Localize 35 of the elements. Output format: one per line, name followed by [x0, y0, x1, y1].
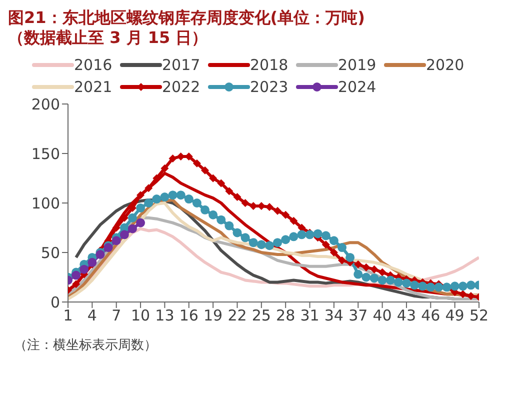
chart-subtitle: （数据截止至 3 月 15 日）	[8, 28, 209, 48]
legend-label: 2023	[250, 77, 288, 98]
legend-label: 2024	[338, 77, 376, 98]
x-tick-label: 16	[179, 306, 198, 325]
x-tick-label: 34	[324, 306, 344, 325]
legend-label: 2020	[426, 55, 464, 76]
chart-title: 图21：东北地区螺纹钢库存周度变化(单位：万吨)	[8, 8, 366, 28]
legend-label: 2021	[74, 77, 112, 98]
y-tick-label: 0	[50, 293, 60, 312]
legend-label: 2019	[338, 55, 376, 76]
x-tick-label: 31	[300, 306, 320, 325]
legend-label: 2022	[162, 77, 200, 98]
x-tick-label: 49	[445, 306, 464, 325]
y-tick-label: 50	[40, 244, 60, 262]
legend-label: 2017	[162, 55, 200, 76]
y-tick-label: 150	[31, 144, 60, 163]
x-tick-label: 28	[276, 306, 296, 325]
x-tick-label: 10	[130, 306, 150, 325]
x-tick-label: 52	[469, 306, 489, 325]
x-tick-label: 13	[155, 306, 174, 325]
x-tick-label: 40	[372, 306, 392, 325]
y-tick-label: 200	[31, 95, 60, 114]
y-tick-label: 100	[31, 194, 60, 212]
x-tick-label: 46	[421, 306, 440, 325]
text: （注：横坐标表示周数）	[14, 338, 157, 353]
x-tick-label: 19	[204, 306, 223, 325]
x-tick-label: 7	[112, 306, 122, 325]
legend-label: 2018	[250, 55, 288, 76]
x-tick-label: 37	[348, 306, 368, 325]
x-tick-label: 4	[87, 306, 97, 325]
x-tick-label: 43	[396, 306, 416, 325]
x-tick-label: 22	[228, 306, 247, 325]
x-tick-label: 1	[63, 306, 73, 325]
legend-label: 2016	[74, 55, 112, 76]
x-tick-label: 25	[252, 306, 271, 325]
